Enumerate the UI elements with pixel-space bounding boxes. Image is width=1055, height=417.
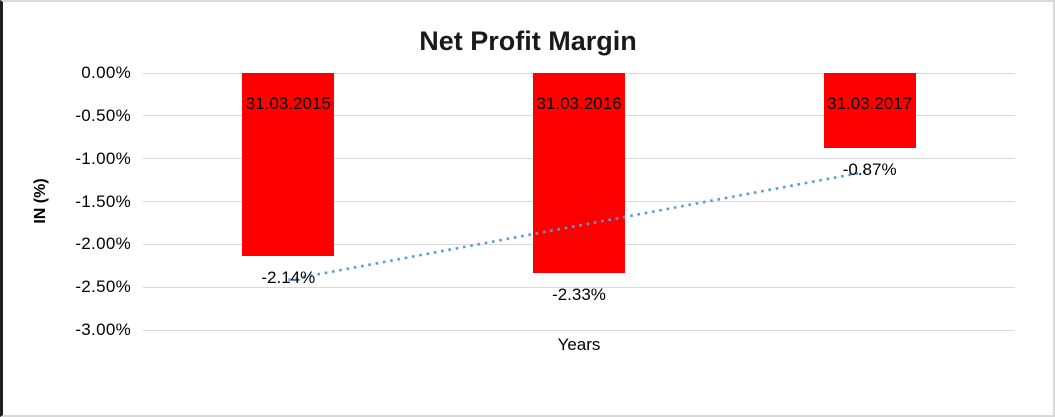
bar-value-label: -0.87% — [842, 159, 897, 179]
bar-31.03.2015[interactable] — [242, 73, 335, 257]
bar-31.03.2016[interactable] — [533, 73, 625, 273]
gridline — [143, 329, 1015, 331]
x-axis-title: Years — [557, 335, 601, 354]
bar-category-label: 31.03.2016 — [536, 94, 622, 113]
y-tick-label: -1.00% — [75, 148, 131, 168]
bar-category-label: 31.03.2017 — [827, 94, 913, 113]
bar-value-label: -2.14% — [261, 268, 316, 288]
y-tick-label: -1.50% — [75, 191, 131, 211]
y-tick-label: 0.00% — [81, 63, 131, 82]
bar-value-label: -2.33% — [552, 284, 606, 304]
trendline[interactable] — [288, 169, 870, 282]
trendline-layer — [288, 169, 870, 282]
gridline — [143, 286, 1015, 288]
y-tick-label: -0.50% — [75, 105, 131, 125]
y-tick-label: -2.00% — [75, 234, 131, 254]
bar-31.03.2017[interactable] — [823, 73, 916, 148]
bar-category-label: 31.03.2015 — [245, 94, 331, 113]
chart-title: Net Profit Margin — [419, 26, 637, 56]
plot-area: 31.03.2015 -2.14% 31.03.2016 -2.33% 31.03.20… — [143, 72, 1015, 331]
y-tick-label: -2.50% — [75, 277, 131, 297]
y-tick-label: -3.00% — [75, 320, 131, 339]
